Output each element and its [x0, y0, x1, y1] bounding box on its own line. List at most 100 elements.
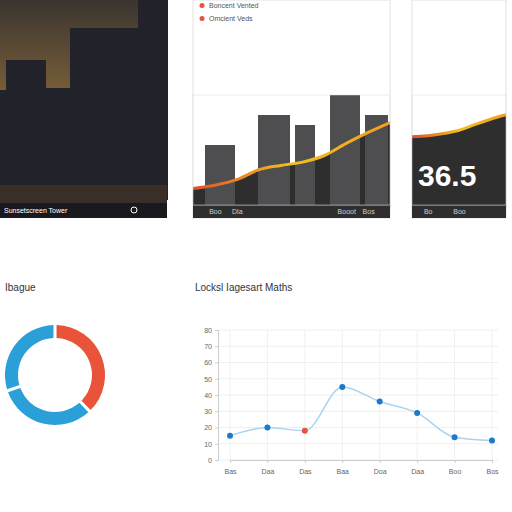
tick-mark: [455, 460, 456, 463]
tick-label: Boo: [453, 208, 466, 215]
area-panel: BoBoo36.5: [412, 0, 507, 218]
tick-label: Dla: [232, 208, 243, 215]
tick-label: 80: [204, 327, 212, 334]
axis-line: [194, 205, 391, 206]
axis-band: [412, 205, 506, 218]
x-axis: Bo Boo: [413, 206, 507, 216]
tick-label: Boo: [209, 208, 222, 215]
grid-line: [218, 411, 498, 412]
tick: Boo: [449, 460, 462, 475]
tick: Boo: [209, 208, 222, 215]
point: [264, 425, 270, 431]
tick-label: Daa: [262, 468, 275, 475]
tick-mark: [417, 460, 418, 463]
building: [45, 88, 73, 200]
axis-line: [231, 461, 493, 464]
grid-line-x: [342, 330, 343, 460]
tick: 60: [204, 359, 218, 366]
point: [339, 384, 345, 390]
donut-slice: [8, 388, 88, 425]
building: [150, 40, 167, 200]
tick: 40: [204, 392, 218, 399]
canvas: Sunsetscreen Tower Boo Dla Booot Bos Boncent …: [0, 0, 512, 512]
photo-caption: Sunsetscreen Tower: [4, 207, 68, 214]
tick-label: Bos: [486, 468, 499, 475]
tick-mark: [380, 460, 381, 463]
plot-area: [193, 95, 390, 205]
building: [6, 60, 46, 200]
tick-mark: [267, 460, 268, 463]
plot-frame: [412, 95, 506, 205]
tick-mark: [215, 379, 218, 380]
building: [70, 28, 138, 200]
x-axis: Boo Dla Booot Bos: [194, 206, 391, 216]
dashboard: Sunsetscreen Tower Boo Dla Booot Bos Boncent …: [0, 0, 512, 512]
plot-area: [227, 384, 495, 444]
annotation: Boncent Vented: [209, 2, 259, 9]
tick: Daa: [411, 460, 424, 475]
tick: Doa: [374, 460, 387, 475]
photo: Sunsetscreen Tower: [0, 0, 168, 218]
tick-mark: [215, 395, 218, 396]
tick-mark: [215, 330, 218, 331]
tick-mark: [230, 460, 231, 463]
grid-line-x: [230, 330, 231, 460]
annotation: Omcient Veds: [209, 15, 253, 22]
tick: Bos: [363, 208, 376, 215]
point: [489, 438, 495, 444]
building: [138, 0, 168, 200]
area-fill: [193, 123, 390, 206]
tick: 0: [208, 457, 218, 464]
grid-line: [218, 330, 498, 331]
axis-line: [215, 331, 219, 461]
pie-panel: Ibague: [5, 282, 105, 425]
grid-line: [218, 362, 498, 363]
tick: Booot: [338, 208, 356, 215]
plot-frame: [193, 95, 390, 205]
tick-label: 40: [204, 392, 212, 399]
tick-mark: [492, 460, 493, 463]
street: [0, 185, 167, 218]
tick-label: 50: [204, 375, 212, 382]
tick-label: 60: [204, 359, 212, 366]
tick-label: Boo: [449, 468, 462, 475]
tick-label: 20: [204, 424, 212, 431]
tick: 10: [204, 440, 218, 447]
tick-label: Bas: [224, 468, 237, 475]
tick-mark: [305, 460, 306, 463]
point: [377, 399, 383, 405]
tick: 70: [204, 343, 218, 350]
building: [295, 125, 315, 205]
photo-icon: [131, 207, 137, 213]
tick-label: Das: [299, 468, 312, 475]
plot-area: [412, 115, 506, 205]
tick-label: Doa: [374, 468, 387, 475]
area-panel: Boo Dla Booot Bos Boncent Vented Omcient Veds: [193, 0, 391, 218]
tick: Das: [299, 460, 312, 475]
panel-frame: [412, 0, 506, 218]
area-line: [193, 123, 390, 189]
tick-label: 30: [204, 408, 212, 415]
donut-slice: [57, 325, 105, 410]
tick: Bo: [424, 208, 433, 215]
tick-mark: [215, 363, 218, 364]
tick-label: Bo: [424, 208, 433, 215]
area-line: [412, 115, 506, 137]
tick-mark: [215, 444, 218, 445]
y-axis: 0 10 20 30 40 50 60 70 80: [204, 327, 218, 464]
tick-mark: [215, 428, 218, 429]
photo-sky: [0, 0, 167, 218]
line-panel: Locksl Iagesart Maths 0 10 20 30 40 50 60 70 80 Ba…: [195, 282, 499, 475]
tick-label: 70: [204, 343, 212, 350]
tick: 50: [204, 375, 218, 382]
tick-mark: [215, 411, 218, 412]
tick: Baa: [337, 460, 350, 475]
grid-line: [218, 378, 498, 379]
grid-line: [218, 346, 498, 347]
building: [205, 145, 235, 205]
legend-dot: [200, 16, 205, 21]
tick-mark: [342, 460, 343, 463]
tick-label: 10: [204, 440, 212, 447]
grid-line-x: [417, 330, 418, 460]
chart-title: Locksl Iagesart Maths: [195, 282, 292, 293]
